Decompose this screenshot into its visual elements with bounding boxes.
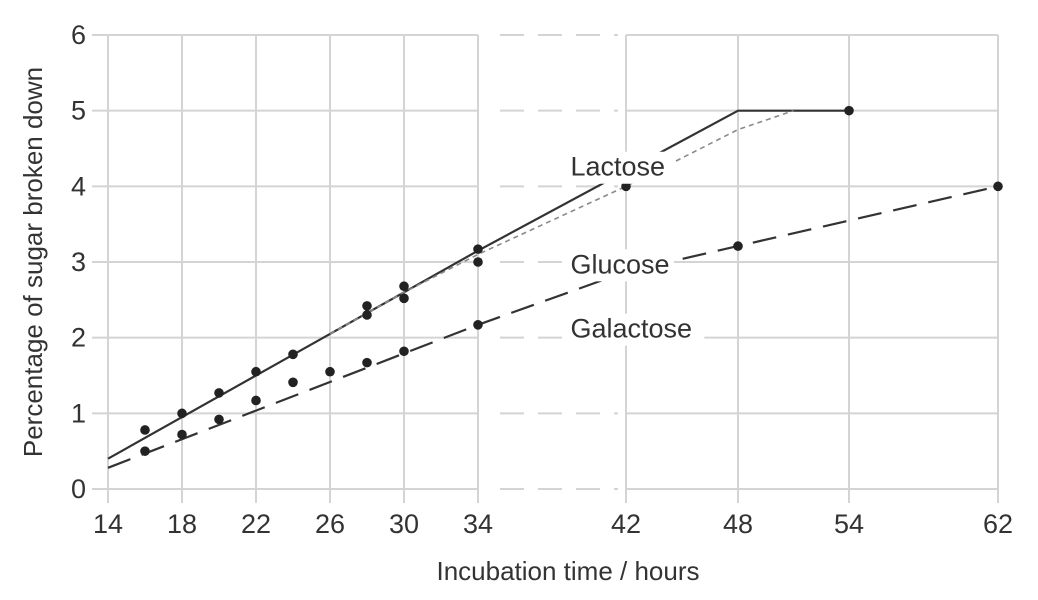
y-tick-label: 2 bbox=[71, 323, 86, 353]
glucose-line bbox=[329, 109, 794, 335]
lactose-point bbox=[473, 244, 483, 254]
x-tick-label: 42 bbox=[611, 509, 641, 539]
x-tick-label: 14 bbox=[93, 509, 123, 539]
x-tick-label: 34 bbox=[463, 509, 493, 539]
galactose-line bbox=[107, 185, 999, 469]
x-tick-label: 62 bbox=[983, 509, 1013, 539]
y-tick-label: 5 bbox=[71, 96, 86, 126]
glucose-point bbox=[621, 181, 631, 192]
x-tick-label: 22 bbox=[241, 509, 271, 539]
series-label-background bbox=[567, 313, 705, 346]
galactose-point bbox=[473, 320, 483, 330]
lactose-point bbox=[177, 408, 187, 419]
galactose-point bbox=[177, 429, 187, 440]
y-tick-label: 4 bbox=[71, 171, 86, 201]
y-tick-label: 6 bbox=[71, 20, 86, 50]
series-labels: Lactose Glucose Galactose bbox=[567, 151, 705, 346]
series-label-glucose: Glucose bbox=[571, 249, 670, 279]
y-axis-title: Percentage of sugar broken down bbox=[18, 67, 48, 457]
series-label-background bbox=[567, 249, 674, 282]
galactose-point bbox=[288, 377, 298, 388]
galactose-point bbox=[993, 181, 1003, 192]
galactose-point bbox=[251, 395, 261, 406]
series-label-background bbox=[567, 151, 674, 184]
galactose-point bbox=[399, 346, 409, 357]
galactose-point bbox=[140, 446, 150, 456]
glucose-point bbox=[399, 293, 409, 304]
galactose-point bbox=[733, 241, 743, 251]
galactose-point bbox=[362, 357, 372, 368]
y-tick-label: 3 bbox=[71, 247, 86, 277]
glucose-point bbox=[473, 257, 483, 267]
series-label-lactose: Lactose bbox=[571, 152, 666, 182]
galactose-point bbox=[325, 366, 335, 377]
lactose-point bbox=[251, 366, 261, 377]
lactose-point bbox=[288, 349, 298, 360]
series-label-galactose: Galactose bbox=[571, 314, 693, 344]
galactose-point bbox=[214, 414, 224, 425]
x-tick-label: 48 bbox=[723, 509, 753, 539]
y-tick-label: 1 bbox=[71, 398, 86, 428]
grid bbox=[92, 34, 999, 503]
x-axis-title: Incubation time / hours bbox=[436, 556, 699, 586]
lactose-point bbox=[214, 388, 224, 398]
x-tick-label: 54 bbox=[834, 509, 864, 539]
x-tick-label: 26 bbox=[315, 509, 345, 539]
y-tick-label: 0 bbox=[71, 474, 86, 504]
glucose-point bbox=[362, 310, 372, 320]
lactose-point bbox=[140, 425, 150, 435]
x-tick-label: 30 bbox=[389, 509, 419, 539]
lactose-point bbox=[362, 301, 372, 311]
lactose-point bbox=[399, 281, 409, 292]
x-tick-label: 18 bbox=[167, 509, 197, 539]
lactose-point bbox=[844, 105, 854, 116]
